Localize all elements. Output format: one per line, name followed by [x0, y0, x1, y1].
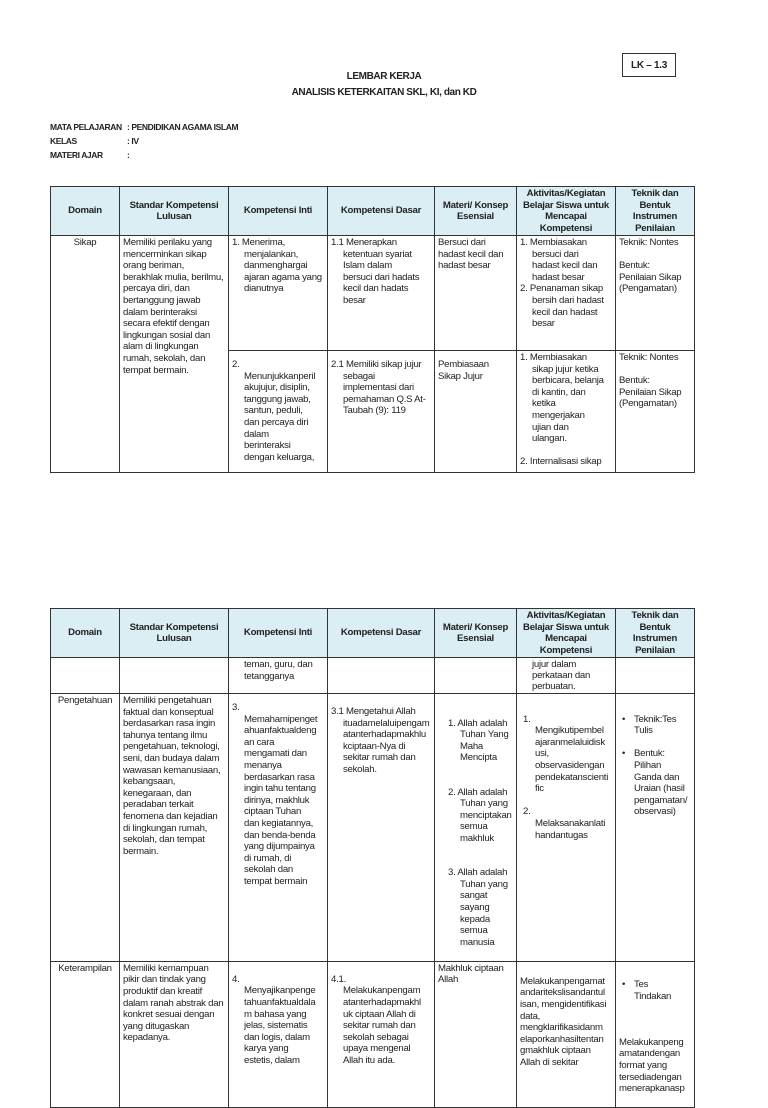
document-code-box: LK – 1.3 — [622, 53, 676, 77]
meta-subject: MATA PELAJARAN: PENDIDIKAN AGAMA ISLAM — [50, 122, 239, 132]
header-domain: Domain — [50, 186, 120, 236]
header-teknik: Teknik dan Bentuk Instrumen Penilaian — [615, 608, 695, 658]
skl-cell: Memiliki pengetahuan faktual dan konsept… — [119, 693, 229, 962]
document-subtitle: ANALISIS KETERKAITAN SKL, KI, dan KD — [291, 87, 477, 98]
header-skl: Standar Kompetensi Lulusan — [119, 608, 229, 658]
analysis-table-page-1: Domain Standar Kompetensi Lulusan Kompet… — [50, 186, 695, 473]
aktivitas-cell: Melakukanpengamat andaritekslisandantul … — [516, 960, 616, 1108]
ki-cell: teman, guru, dan tetangganya — [228, 657, 328, 694]
header-skl: Standar Kompetensi Lulusan — [119, 186, 229, 236]
domain-cell: Pengetahuan — [50, 693, 120, 962]
ki-cell: 4. Menyajikanpenge tahuanfaktualdala m b… — [228, 960, 328, 1108]
aktivitas-cell: jujur dalam perkataan dan perbuatan. — [516, 657, 616, 694]
materi-cell: 1. Allah adalah Tuhan Yang Maha Mencipta… — [434, 693, 517, 962]
domain-cell: Sikap — [50, 235, 120, 473]
header-ki: Kompetensi Inti — [228, 608, 328, 658]
teknik-cell: Tes Tindakan Melakukanpeng amatandengan … — [615, 960, 695, 1108]
table-row: 2. Menunjukkanperil akujujur, disiplin, … — [51, 350, 695, 473]
header-kd: Kompetensi Dasar — [327, 186, 435, 236]
kd-cell: 3.1 Mengetahui Allah ituadamelaluipengam… — [327, 693, 435, 962]
ki-cell: 2. Menunjukkanperil akujujur, disiplin, … — [228, 350, 328, 473]
header-aktivitas: Aktivitas/Kegiatan Belajar Siswa untuk M… — [516, 186, 616, 236]
meta-material: MATERI AJAR: — [50, 150, 130, 160]
kd-cell: 1.1 Menerapkan ketentuan syariat Islam d… — [327, 235, 435, 351]
domain-cell: Keterampilan — [50, 960, 120, 1108]
header-materi: Materi/ Konsep Esensial — [434, 186, 517, 236]
table-header-row: Domain Standar Kompetensi Lulusan Kompet… — [50, 186, 695, 236]
skl-cell: Memiliki perilaku yang mencerminkan sika… — [119, 235, 229, 473]
materi-cell: Pembiasaan Sikap Jujur — [434, 350, 517, 473]
header-domain: Domain — [50, 608, 120, 658]
table-row-continuation: teman, guru, dan tetangganya jujur dalam… — [50, 657, 695, 694]
header-materi: Materi/ Konsep Esensial — [434, 608, 517, 658]
teknik-cell: Teknik: Nontes Bentuk: Penilaian Sikap (… — [615, 235, 695, 351]
materi-cell: Bersuci dari hadast kecil dan hadast bes… — [434, 235, 517, 351]
analysis-table-page-2: Domain Standar Kompetensi Lulusan Kompet… — [50, 608, 695, 1108]
header-kd: Kompetensi Dasar — [327, 608, 435, 658]
skl-cell: Memiliki kemampuan pikir dan tindak yang… — [119, 960, 229, 1108]
ki-cell: 3. Memahamipenget ahuanfaktualdeng an ca… — [228, 693, 328, 962]
header-teknik: Teknik dan Bentuk Instrumen Penilaian — [615, 186, 695, 236]
header-ki: Kompetensi Inti — [228, 186, 328, 236]
table-header-row: Domain Standar Kompetensi Lulusan Kompet… — [50, 608, 695, 658]
meta-class: KELAS: IV — [50, 136, 139, 146]
aktivitas-cell: 1. Mengikutipembel ajaranmelaluidisk usi… — [516, 693, 616, 962]
materi-cell: Makhluk ciptaan Allah — [434, 960, 517, 1108]
kd-cell: 2.1 Memiliki sikap jujur sebagai impleme… — [327, 350, 435, 473]
aktivitas-cell: 1. Membiasakan sikap jujur ketika berbic… — [516, 350, 616, 473]
teknik-cell: Teknik: Nontes Bentuk: Penilaian Sikap (… — [615, 350, 695, 473]
kd-cell: 4.1. Melakukanpengam atanterhadapmakhl u… — [327, 960, 435, 1108]
table-row: Pengetahuan Memiliki pengetahuan faktual… — [50, 693, 695, 962]
table-row: Keterampilan Memiliki kemampuan pikir da… — [50, 960, 695, 1108]
table-row: Sikap Memiliki perilaku yang mencerminka… — [50, 235, 695, 473]
document-code: LK – 1.3 — [631, 59, 667, 71]
document-title: LEMBAR KERJA — [346, 71, 422, 82]
header-aktivitas: Aktivitas/Kegiatan Belajar Siswa untuk M… — [516, 608, 616, 658]
teknik-cell: Teknik:Tes Tulis Bentuk: Pilihan Ganda d… — [615, 693, 695, 962]
ki-cell: 1. Menerima, menjalankan, danmenghargai … — [228, 235, 328, 351]
aktivitas-cell: 1. Membiasakan bersuci dari hadast kecil… — [516, 235, 616, 351]
